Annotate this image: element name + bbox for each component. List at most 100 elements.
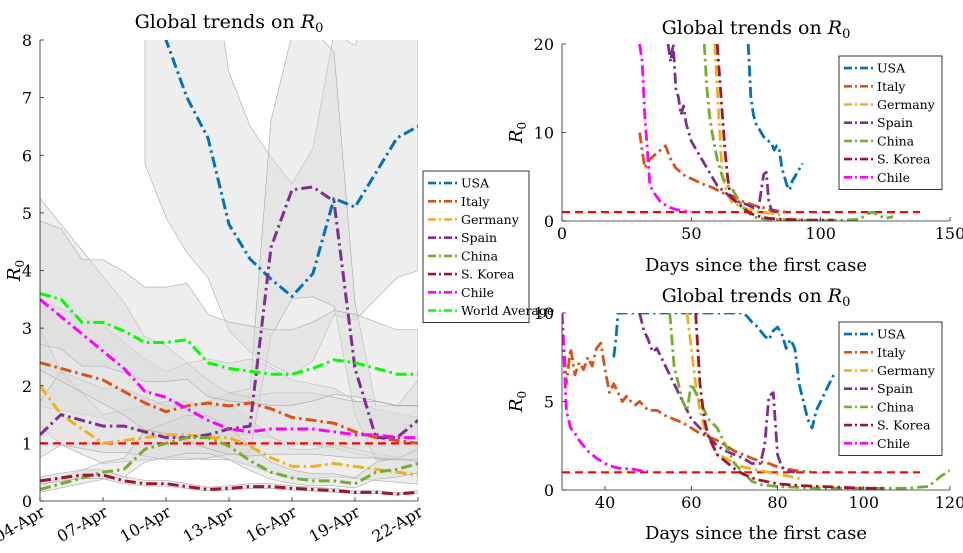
y-tick-label: 6 xyxy=(22,146,32,165)
legend-label: USA xyxy=(461,176,490,191)
y-tick-label: 0 xyxy=(544,212,554,231)
series-line-germany xyxy=(685,313,804,481)
y-tick-label: 3 xyxy=(22,319,32,338)
series-line-chile xyxy=(40,298,418,440)
y-tick-label: 2 xyxy=(22,377,32,396)
y-tick-label: 10 xyxy=(534,304,554,323)
x-axis-label: Days since the first case xyxy=(645,255,867,276)
x-tick-label: 100 xyxy=(805,224,836,243)
x-tick-label: 19-Apr xyxy=(306,502,364,546)
y-tick-label: 1 xyxy=(22,434,32,453)
series-line-italy xyxy=(638,132,790,214)
series-line-world-average xyxy=(40,292,418,376)
confidence-bands xyxy=(40,40,418,496)
y-tick-label: 0 xyxy=(22,492,32,511)
series-line-china xyxy=(702,44,894,221)
ylabel-text: R0 xyxy=(506,391,529,413)
legend-label: Italy xyxy=(461,194,490,209)
ylabel-text: R0 xyxy=(506,122,529,144)
legend-label: Germany xyxy=(461,212,520,227)
legend-label: Chile xyxy=(877,436,910,451)
band-usa xyxy=(144,40,418,376)
series-line-germany xyxy=(40,384,418,477)
y-tick-label: 8 xyxy=(22,31,32,50)
x-tick-label: 50 xyxy=(681,224,701,243)
y-tick-label: 0 xyxy=(544,481,554,500)
x-tick-label: 120 xyxy=(935,493,963,512)
y-tick-label: 10 xyxy=(534,124,554,143)
legend-label: S. Korea xyxy=(461,267,515,282)
legend: USA Italy Germany Spain China S. Korea Chile Wo… xyxy=(422,170,554,324)
legend: USA Italy Germany Spain China S. Korea Chile xyxy=(838,321,943,456)
band-china xyxy=(40,415,418,493)
series-line-usa xyxy=(746,44,804,192)
legend-label: Germany xyxy=(877,97,936,112)
x-tick-label: 100 xyxy=(849,493,880,512)
series-line-chile xyxy=(638,44,692,214)
legend-label: S. Korea xyxy=(877,152,931,167)
x-tick-label: 22-Apr xyxy=(369,502,427,546)
chart-title: Global trends on R0 xyxy=(662,285,851,310)
legend-label: World Average xyxy=(461,303,554,318)
series-line-usa xyxy=(612,313,835,430)
series-line-chile xyxy=(562,313,649,473)
series-line-s-korea xyxy=(694,313,886,490)
series-line-s-korea xyxy=(40,473,418,496)
x-tick-label: 150 xyxy=(935,224,963,243)
x-tick-label: 60 xyxy=(681,493,701,512)
legend-label: China xyxy=(877,133,915,148)
y-axis-label: R0 xyxy=(4,260,27,282)
legend-label: S. Korea xyxy=(877,418,931,433)
legend-label: Spain xyxy=(877,381,913,396)
series-lines xyxy=(562,313,950,490)
x-tick-label: 07-Apr xyxy=(54,502,112,546)
x-axis-label: Days since the first case xyxy=(645,523,867,544)
y-axis-label: R0 xyxy=(506,391,529,413)
chart-bottom-right: 0 5 10 40 60 80 100 120 Global trends on R0 Days … xyxy=(506,285,963,544)
legend-label: China xyxy=(461,248,499,263)
series-line-germany xyxy=(713,44,785,218)
ylabel-text: R0 xyxy=(4,260,27,282)
series-line-usa xyxy=(164,40,418,298)
y-tick-label: 5 xyxy=(544,393,554,412)
x-tick-label: 40 xyxy=(595,493,615,512)
x-tick-label: 80 xyxy=(767,493,787,512)
y-tick-label: 7 xyxy=(22,89,32,108)
legend-label: USA xyxy=(877,327,906,342)
x-tick-label: 16-Apr xyxy=(243,502,301,546)
chart-title: Global trends on R0 xyxy=(662,17,851,42)
band-spain xyxy=(40,40,418,461)
legend-box xyxy=(422,170,530,324)
series-lines xyxy=(40,40,418,496)
y-tick-label: 5 xyxy=(22,204,32,223)
legend-label: Spain xyxy=(877,115,913,130)
series-line-spain xyxy=(638,313,796,474)
x-tick-label: 0 xyxy=(557,224,567,243)
series-line-spain xyxy=(666,44,780,214)
legend-label: Italy xyxy=(877,345,906,360)
legend-label: USA xyxy=(877,61,906,76)
series-lines xyxy=(562,44,920,221)
legend-label: Chile xyxy=(461,285,494,300)
legend-label: China xyxy=(877,399,915,414)
x-tick-label: 10-Apr xyxy=(117,502,175,546)
legend-label: Germany xyxy=(877,363,936,378)
chart-title: Global trends on R0 xyxy=(135,11,324,36)
y-axis-label: R0 xyxy=(506,122,529,144)
legend-label: Spain xyxy=(461,230,497,245)
series-line-italy xyxy=(40,361,418,445)
band-chile xyxy=(40,197,418,461)
y-tick-label: 20 xyxy=(534,35,554,54)
y-tick-label: 4 xyxy=(22,262,32,281)
series-line-china xyxy=(40,436,418,491)
x-tick-label: 13-Apr xyxy=(180,502,238,546)
legend-label: Chile xyxy=(877,170,910,185)
legend: USA Italy Germany Spain China S. Korea Chile xyxy=(838,55,943,190)
band-world-average xyxy=(40,220,418,406)
chart-top-right: 0 10 20 0 50 100 150 Global trends on R0 Days si… xyxy=(506,17,963,276)
legend-label: Italy xyxy=(877,79,906,94)
series-line-s-korea xyxy=(715,44,834,221)
